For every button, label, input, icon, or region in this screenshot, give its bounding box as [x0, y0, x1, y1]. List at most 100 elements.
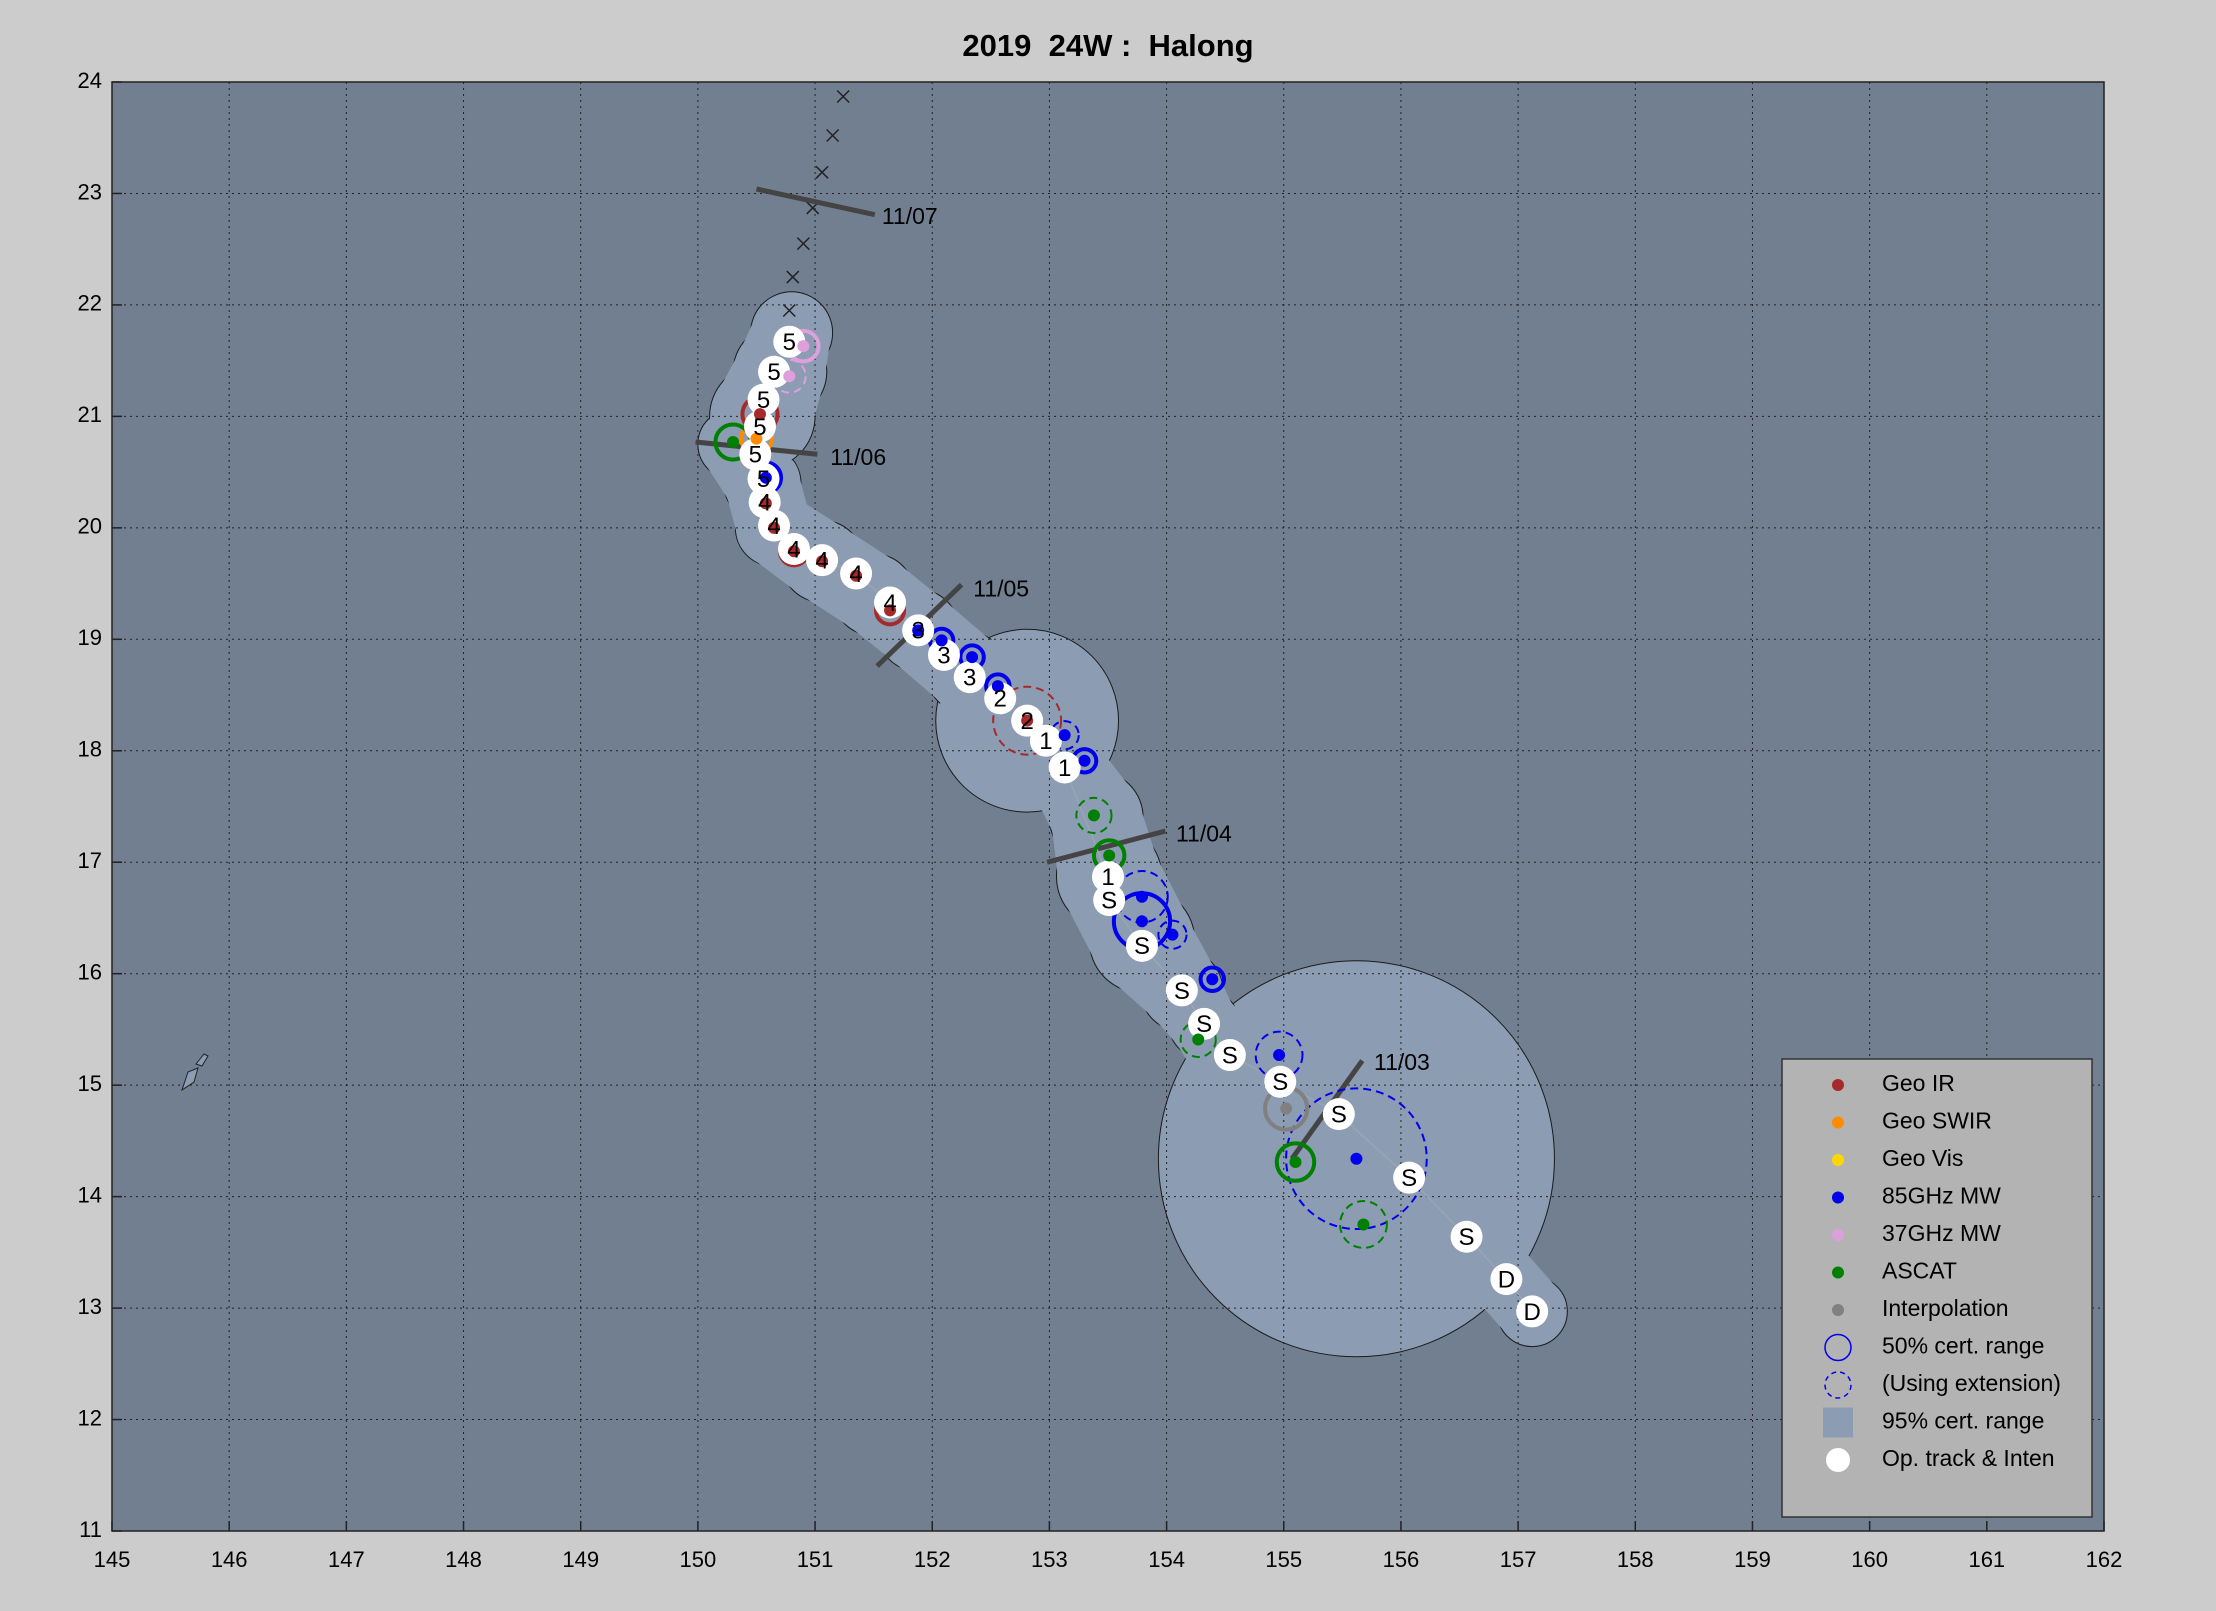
x-tick-label: 157	[1500, 1547, 1537, 1572]
x-tick-label: 154	[1148, 1547, 1185, 1572]
fix-dot	[768, 521, 781, 534]
fix-dot	[816, 555, 829, 568]
y-tick-label: 13	[78, 1294, 102, 1319]
track-point	[1393, 1161, 1426, 1194]
x-tick-label: 155	[1265, 1547, 1302, 1572]
fix-ring	[771, 358, 807, 394]
fix-dot	[850, 569, 863, 582]
intensity-label: 5	[753, 414, 766, 441]
fix-dot	[991, 680, 1004, 693]
intensity-label: 3	[911, 618, 924, 645]
track-point	[1490, 1263, 1523, 1296]
forecast-marker	[836, 89, 850, 104]
fix-ring	[1285, 1087, 1428, 1231]
track-point	[739, 438, 772, 471]
legend-marker	[1832, 1304, 1844, 1316]
intensity-label: 1	[1101, 864, 1114, 891]
legend-marker	[1824, 1371, 1852, 1399]
island	[181, 1053, 209, 1092]
fix-dot	[750, 432, 763, 445]
date-label: 11/07	[882, 203, 938, 229]
fix-dot	[912, 624, 925, 637]
fix-dot	[759, 471, 772, 484]
y-tick-label: 17	[78, 848, 102, 873]
forecast-marker	[796, 237, 810, 251]
track-point	[953, 661, 986, 694]
intensity-label: S	[1101, 887, 1117, 914]
intensity-label: 1	[1058, 755, 1071, 782]
fix-ring	[1339, 1200, 1388, 1249]
x-tick-label: 148	[445, 1547, 482, 1572]
track-point	[1165, 974, 1198, 1007]
legend-label: Op. track & Inten	[1882, 1445, 2055, 1471]
date-label: 11/03	[1374, 1049, 1430, 1075]
legend-label: Geo IR	[1882, 1070, 1955, 1096]
x-tick-label: 152	[914, 1547, 951, 1572]
legend-label: Interpolation	[1882, 1295, 2009, 1321]
x-tick-label: 146	[211, 1547, 248, 1572]
fix-dot	[1135, 915, 1148, 928]
intensity-label: 3	[937, 642, 950, 669]
x-tick-label: 151	[797, 1547, 834, 1572]
legend-marker	[1832, 1116, 1844, 1129]
fix-ring	[1254, 1030, 1304, 1080]
fix-ring	[1274, 1141, 1317, 1183]
intensity-label: 5	[757, 387, 770, 414]
intensity-label: 4	[849, 561, 862, 588]
intensity-label: S	[1222, 1042, 1238, 1069]
y-tick-label: 14	[78, 1182, 102, 1207]
intensity-label: S	[1459, 1224, 1475, 1251]
intensity-label: 3	[963, 665, 976, 692]
x-tick-label: 162	[2086, 1547, 2123, 1572]
track-point	[984, 682, 1017, 715]
legend-marker	[1823, 1407, 1853, 1438]
intensity-label: D	[1524, 1299, 1541, 1326]
legend-label: ASCAT	[1882, 1258, 1957, 1284]
intensity-label: 4	[787, 536, 800, 563]
intensity-label: S	[1272, 1069, 1288, 1096]
track-point	[874, 586, 907, 619]
y-tick-label: 24	[78, 68, 102, 93]
legend-marker	[1826, 1448, 1850, 1472]
legend-marker	[1832, 1229, 1844, 1241]
legend-marker	[1832, 1079, 1844, 1091]
intensity-label: 5	[757, 466, 770, 493]
track-point	[1188, 1007, 1221, 1040]
y-tick-label: 12	[78, 1405, 102, 1430]
chart-title: 2019 24W : Halong	[962, 28, 1253, 63]
x-tick-label: 160	[1851, 1547, 1888, 1572]
x-tick-label: 156	[1383, 1547, 1420, 1572]
y-tick-label: 21	[78, 402, 102, 427]
legend-label: Geo SWIR	[1882, 1108, 1992, 1134]
fix-dot	[1078, 754, 1091, 767]
y-tick-label: 20	[78, 514, 102, 539]
fix-dot	[1350, 1152, 1363, 1165]
fix-dot	[787, 545, 800, 558]
intensity-label: S	[1331, 1101, 1347, 1128]
date-bar	[1046, 828, 1167, 865]
track-point	[1322, 1098, 1355, 1131]
intensity-label: D	[1498, 1266, 1515, 1293]
fix-dot	[797, 340, 810, 353]
fix-dot	[783, 370, 796, 383]
fix-ring	[1157, 919, 1188, 950]
x-tick-label: 159	[1734, 1547, 1771, 1572]
grid-layer: 145 146 147 148 149 150 151 152 153 154 155 156 157 1…	[78, 68, 2123, 1572]
legend: Geo IR Geo SWIR Geo Vis 85GHz MW 37GHz MW ASC…	[1823, 1070, 2061, 1472]
fix-dot	[753, 408, 766, 421]
legend-marker	[1832, 1191, 1844, 1204]
y-tick-label: 18	[78, 737, 102, 762]
legend-label: (Using extension)	[1882, 1370, 2061, 1396]
forecast-marker	[815, 165, 829, 179]
fix-dot	[1103, 849, 1116, 862]
forecast-marker	[826, 128, 840, 143]
fix-dot	[1087, 809, 1100, 822]
intensity-label: 5	[749, 442, 762, 469]
intensity-label: S	[1196, 1011, 1212, 1038]
fix-dot	[1273, 1049, 1286, 1062]
y-tick-label: 22	[78, 291, 102, 316]
legend-label: 95% cert. range	[1882, 1408, 2044, 1434]
x-tick-label: 153	[1031, 1547, 1068, 1572]
fix-dot	[727, 436, 740, 449]
